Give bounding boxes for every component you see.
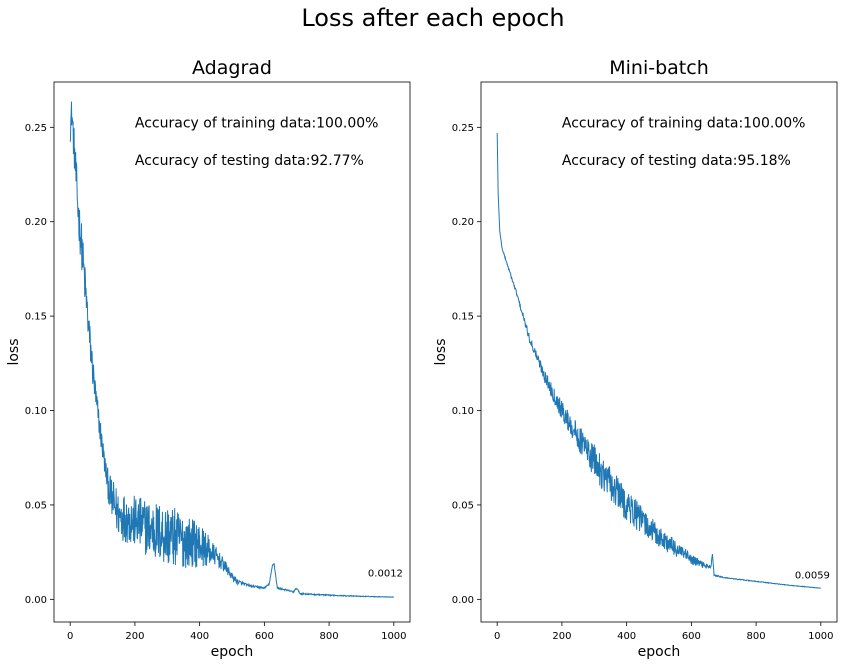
x-tick-label: 0: [67, 631, 73, 642]
y-tick-label: 0.20: [452, 217, 474, 228]
final-loss-label: 0.0059: [795, 571, 830, 582]
chart-panel-mini-batch: 0 200 400 600 800 1000 0.00 0.05 0.10 0.15 0.20 0.2…: [433, 57, 838, 660]
axes-frame: [480, 81, 838, 623]
x-tick-label: 1000: [808, 631, 833, 642]
final-loss-label: 0.0012: [368, 569, 403, 580]
loss-series-line: [69, 101, 395, 598]
y-tick-label: 0.10: [25, 406, 47, 417]
y-axis-label: loss: [433, 338, 449, 365]
y-tick-label: 0.25: [25, 123, 47, 134]
testing-accuracy-annotation: Accuracy of testing data:92.77%: [135, 153, 364, 169]
y-axis-label: loss: [6, 338, 22, 365]
testing-accuracy-annotation: Accuracy of testing data:95.18%: [562, 153, 791, 169]
x-axis-label: epoch: [211, 644, 254, 660]
panel-title: Adagrad: [192, 57, 272, 79]
axes-frame: [53, 81, 411, 623]
y-tick-label: 0.15: [25, 312, 47, 323]
x-tick-label: 600: [255, 631, 274, 642]
x-tick-label: 400: [190, 631, 209, 642]
x-axis-label: epoch: [638, 644, 681, 660]
y-tick-label: 0.15: [452, 312, 474, 323]
y-tick-label: 0.00: [452, 595, 474, 606]
training-accuracy-annotation: Accuracy of training data:100.00%: [562, 115, 806, 131]
chart-panel-adagrad: 0 200 400 600 800 1000 0.00 0.05 0.10 0.15 0.20 0.2…: [6, 57, 411, 660]
panel-title: Mini-batch: [609, 57, 709, 79]
x-tick-label: 200: [125, 631, 144, 642]
x-tick-label: 0: [494, 631, 500, 642]
y-tick-label: 0.20: [25, 217, 47, 228]
x-tick-label: 400: [617, 631, 636, 642]
x-tick-label: 800: [747, 631, 766, 642]
y-tick-label: 0.00: [25, 595, 47, 606]
y-tick-label: 0.10: [452, 406, 474, 417]
loss-series-line: [496, 132, 821, 589]
y-tick-label: 0.05: [25, 500, 47, 511]
x-tick-label: 200: [552, 631, 571, 642]
x-tick-label: 800: [320, 631, 339, 642]
x-tick-label: 600: [682, 631, 701, 642]
x-tick-label: 1000: [381, 631, 406, 642]
y-tick-label: 0.25: [452, 123, 474, 134]
training-accuracy-annotation: Accuracy of training data:100.00%: [135, 115, 379, 131]
y-tick-label: 0.05: [452, 500, 474, 511]
figure-title: Loss after each epoch: [301, 4, 564, 32]
